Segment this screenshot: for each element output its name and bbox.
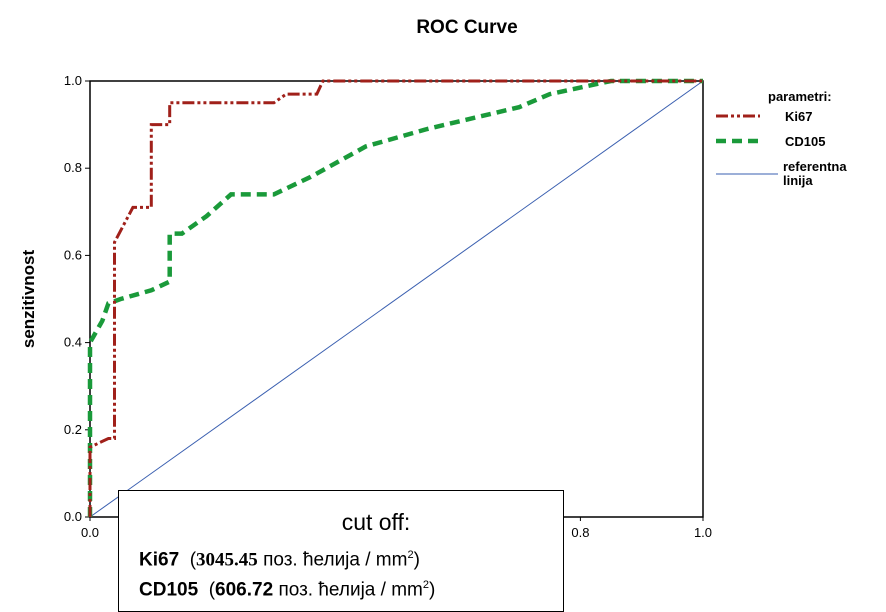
cutoff-box: cut off: Ki67 (3045.45 поз. ћелија / mm2… — [118, 490, 564, 612]
cutoff-row-ki67: Ki67 (3045.45 поз. ћелија / mm2) — [139, 549, 420, 571]
y-tick-label: 1.0 — [64, 73, 82, 88]
y-axis-label: senzitivnost — [19, 250, 38, 349]
series-group — [87, 78, 704, 518]
cutoff-name: Ki67 — [139, 549, 180, 571]
legend-label: referentna linija — [783, 159, 847, 188]
y-tick-label: 0.0 — [64, 509, 82, 524]
y-tick-label: 0.8 — [64, 160, 82, 175]
cutoff-row-cd105: CD105 (606.72 поз. ћелија / mm2) — [139, 579, 435, 601]
cutoff-unit: поз. ћелија / mm — [278, 579, 423, 601]
series-line-ki67 — [88, 79, 703, 517]
cutoff-open: ( — [189, 549, 197, 571]
y-tick-label: 0.2 — [64, 422, 82, 437]
x-tick-label: 1.0 — [694, 525, 712, 540]
cutoff-unit: поз. ћелија / mm — [263, 549, 408, 571]
x-tick-label: 0.0 — [81, 525, 99, 540]
cutoff-name: CD105 — [139, 579, 199, 601]
legend-label: CD105 — [785, 134, 825, 149]
legend-title: parametri: — [768, 89, 832, 104]
y-tick-label: 0.4 — [64, 335, 82, 350]
legend: parametri: Ki67 CD105 referentna linija — [716, 89, 847, 188]
cutoff-sup: 2 — [422, 579, 429, 591]
cutoff-close: ) — [428, 579, 436, 601]
legend-label: Ki67 — [785, 109, 812, 124]
cutoff-heading: cut off: — [341, 509, 411, 535]
cutoff-open: ( — [208, 579, 216, 601]
y-axis: 0.0 0.2 0.4 0.6 0.8 1.0 — [64, 73, 90, 524]
cutoff-value: 3045.45 — [196, 549, 258, 571]
cutoff-close: ) — [413, 549, 420, 571]
y-tick-label: 0.6 — [64, 247, 82, 262]
chart-title: ROC Curve — [416, 17, 517, 38]
cutoff-value: 606.72 — [215, 579, 274, 601]
x-tick-label: 0.8 — [571, 525, 589, 540]
series-line-cd105 — [87, 78, 703, 517]
series-line-referentna-linija — [89, 80, 704, 518]
cutoff-sup: 2 — [407, 549, 414, 561]
